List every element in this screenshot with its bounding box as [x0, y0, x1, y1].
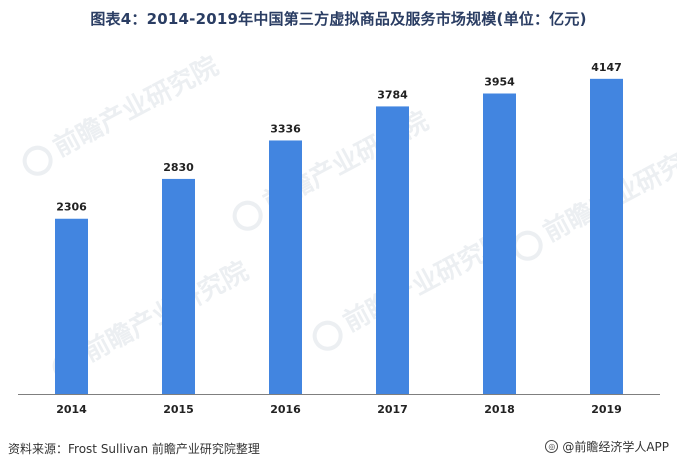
bar-2014 — [55, 218, 88, 394]
x-tick-label-2015: 2015 — [163, 403, 194, 416]
brand-credit: ◎ @前瞻经济学人APP — [545, 438, 669, 455]
value-label-2019: 4147 — [591, 61, 622, 74]
bars-group — [55, 78, 623, 394]
value-label-2018: 3954 — [484, 75, 515, 88]
qianzhan-brand-icon: ◎ — [545, 440, 559, 453]
x-tick-label-2016: 2016 — [270, 403, 301, 416]
bar-2015 — [162, 178, 195, 394]
x-tick-label-2017: 2017 — [377, 403, 408, 416]
bar-2017 — [376, 106, 409, 394]
value-label-2016: 3336 — [270, 122, 301, 135]
value-label-2017: 3784 — [377, 88, 408, 101]
chart-title: 图表4：2014-2019年中国第三方虚拟商品及服务市场规模(单位：亿元) — [90, 10, 587, 28]
x-tick-label-2014: 2014 — [56, 403, 87, 416]
bar-2016 — [269, 140, 302, 394]
brand-text: @前瞻经济学人APP — [562, 440, 669, 454]
bar-2019 — [590, 78, 623, 394]
source-note: 资料来源：Frost Sullivan 前瞻产业研究院整理 — [8, 442, 260, 456]
value-label-2015: 2830 — [163, 161, 194, 174]
x-tick-label-2019: 2019 — [591, 403, 622, 416]
value-labels-group: 2306 2830 3336 3784 3954 4147 — [56, 61, 622, 214]
value-label-2014: 2306 — [56, 201, 87, 214]
x-tick-labels-group: 2014 2015 2016 2017 2018 2019 — [56, 403, 622, 416]
bar-2018 — [483, 93, 516, 394]
x-tick-label-2018: 2018 — [484, 403, 515, 416]
